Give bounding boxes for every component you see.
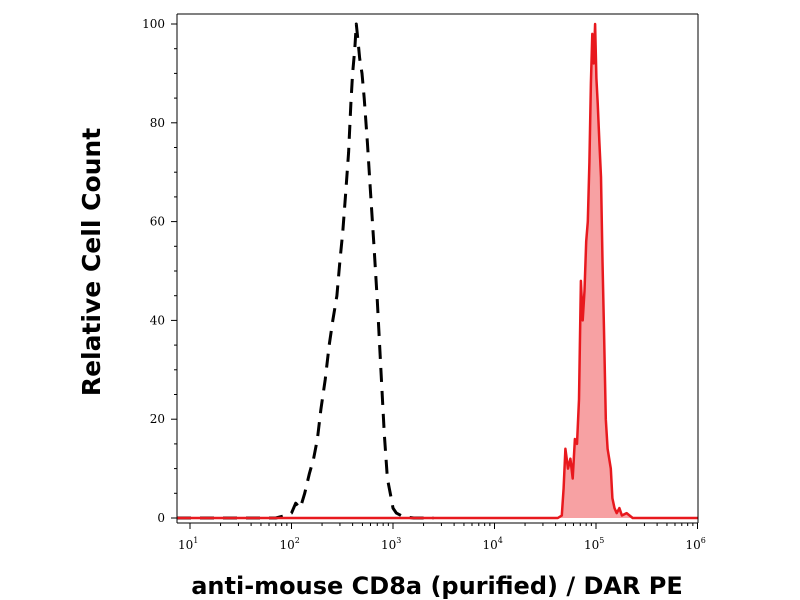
plot-area — [177, 22, 699, 520]
y-tick-label: 100 — [142, 17, 165, 31]
x-tick-label: 101 — [178, 536, 198, 552]
x-tick-label: 106 — [686, 536, 706, 552]
axes: 0 20 40 60 80 100 101 102 103 104 105 106 — [142, 13, 706, 552]
y-ticks: 0 20 40 60 80 100 — [142, 17, 177, 525]
y-tick-label: 20 — [150, 412, 165, 426]
y-tick-label: 80 — [150, 116, 165, 130]
series-2-line — [177, 22, 699, 520]
x-axis-title: anti-mouse CD8a (purified) / DAR PE — [191, 572, 683, 600]
x-tick-label: 105 — [584, 536, 604, 552]
series-2-area — [177, 24, 698, 518]
y-tick-label: 0 — [157, 511, 165, 525]
y-tick-label: 60 — [150, 215, 165, 229]
x-tick-label: 103 — [381, 536, 401, 552]
y-tick-label: 40 — [150, 313, 165, 327]
series-1-line — [177, 22, 434, 520]
x-tick-label: 102 — [280, 536, 300, 552]
y-axis-title: Relative Cell Count — [77, 128, 106, 396]
x-tick-label: 104 — [483, 536, 503, 552]
x-ticks: 101 102 103 104 105 106 — [178, 523, 706, 552]
